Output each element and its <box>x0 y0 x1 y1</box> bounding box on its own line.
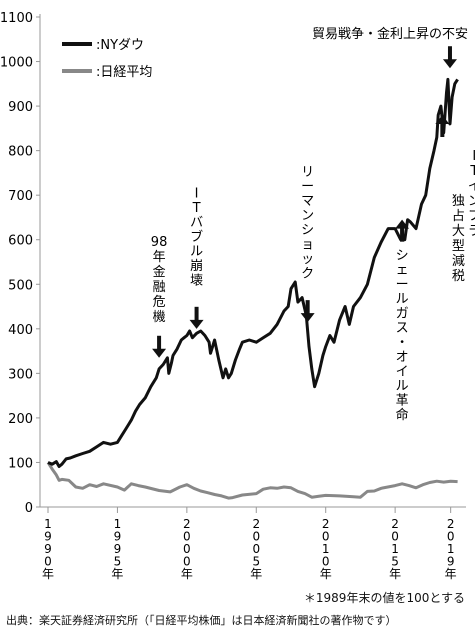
annotation-label: 貿易戦争・金利上昇の不安 <box>312 26 468 42</box>
annotation-arrowhead <box>189 319 204 329</box>
annotation-arrowhead <box>442 59 457 69</box>
annotation-label: リーマンショック <box>301 165 314 281</box>
y-tick-label: 800 <box>8 145 33 160</box>
annotation-arrowhead <box>152 348 167 358</box>
y-tick-label: 300 <box>8 367 33 382</box>
annotation-label: 98 年金融危機 <box>151 235 168 325</box>
annotation-crisis98: 98 年金融危機 <box>151 235 168 358</box>
annotation-itbubble: I T バブル崩壊 <box>189 186 204 329</box>
y-tick-label: 0 <box>25 501 33 516</box>
y-tick-label: 200 <box>8 412 33 427</box>
legend: :NYダウ :日経平均 <box>62 38 152 80</box>
footnote: ＊1989年末の値を100とする <box>303 591 465 605</box>
y-tick-label: 700 <box>8 189 33 204</box>
annotation-ittax: I T インフラ独占大型減税 <box>435 115 475 284</box>
annotation-lehman: リーマンショック <box>300 165 315 323</box>
source-note: 出典：楽天証券経済研究所（「日経平均株価」は日本経済新聞社の著作物です） <box>6 614 397 627</box>
annotation-tradewar: 貿易戦争・金利上昇の不安 <box>312 26 468 69</box>
legend-label-nikkei: :日経平均 <box>96 65 152 80</box>
annotation-arrowhead <box>395 219 410 229</box>
x-axis: 1 9 9 0 年 1 9 9 5 年 2 0 0 0 年 2 0 0 5 年 2 0 1 0 年 2 0 1 5 年 2 0 1 9 年 <box>40 506 466 581</box>
y-tick-label: 500 <box>8 278 33 293</box>
y-tick-label: 400 <box>8 323 33 338</box>
line-series-nydow <box>47 77 459 468</box>
y-tick-label: 1100 <box>0 11 33 26</box>
annotation-label: I T インフラ独占大型減税 <box>452 149 475 284</box>
annotation-label: I T バブル崩壊 <box>190 186 203 288</box>
legend-label-nydow: :NYダウ <box>96 38 144 53</box>
y-tick-label: 1000 <box>0 56 33 71</box>
y-axis: 0 100 200 300 400 500 600 700 800 900 1000 1100 <box>0 11 41 516</box>
annotation-shale: シェールガス・オイル革命 <box>395 219 410 424</box>
y-tick-label: 900 <box>8 100 33 115</box>
y-tick-label: 100 <box>8 456 33 471</box>
annotation-arrowhead <box>435 115 450 124</box>
y-tick-label: 600 <box>8 234 33 249</box>
annotation-arrowhead <box>300 313 315 323</box>
line-series-nikkei <box>46 461 458 500</box>
annotation-label: シェールガス・オイル革命 <box>396 249 409 424</box>
